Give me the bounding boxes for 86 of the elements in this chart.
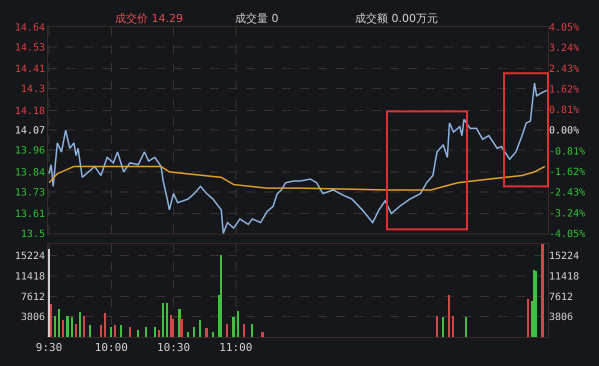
bar	[89, 325, 91, 337]
bar	[261, 332, 264, 337]
bar	[58, 309, 60, 337]
bar	[110, 327, 112, 337]
line-series	[48, 82, 548, 234]
y-tick-label: 13.84	[14, 167, 45, 178]
y-tick-label: 15224	[14, 251, 45, 262]
y-tick-label: 14.07	[14, 126, 45, 137]
y-tick-label: 14.64	[14, 22, 45, 34]
bar	[100, 325, 102, 337]
bar	[187, 332, 189, 337]
bar	[114, 325, 116, 337]
bar	[448, 295, 450, 337]
bar	[527, 299, 529, 337]
y-tick-label: 14.41	[14, 64, 45, 76]
y2-tick-label: -1.62%	[549, 167, 586, 178]
bar	[83, 316, 85, 337]
bar	[226, 324, 228, 337]
bar	[533, 270, 535, 337]
bar	[535, 271, 537, 337]
bar	[452, 316, 454, 337]
text: 成交价 14.29	[115, 12, 183, 25]
bar	[120, 325, 122, 337]
x-tick-label: 10:30	[156, 341, 190, 354]
bar	[541, 244, 544, 337]
y-tick-label: 14.18	[14, 106, 45, 117]
bar	[71, 317, 73, 337]
bar	[199, 320, 201, 337]
y2-tick-label: 0.00%	[549, 126, 580, 137]
bar	[170, 315, 172, 337]
bar	[220, 255, 222, 337]
y-tick-label: 7612	[20, 292, 45, 303]
y2-tick-label: -3.24%	[549, 208, 586, 220]
y-tick-label: 13.61	[14, 209, 45, 220]
text: 成交额 0.00万元	[355, 12, 438, 25]
x-tick-label: 9:30	[36, 341, 62, 354]
bar	[172, 319, 174, 337]
bar	[243, 324, 245, 337]
bar	[232, 317, 235, 337]
y-tick-label: 13.5	[20, 228, 45, 240]
text: 成交量 0	[235, 12, 278, 25]
bar	[465, 317, 467, 337]
bar	[137, 330, 139, 337]
y2-tick-label: 1.62%	[549, 84, 580, 96]
y-tick-label: 3806	[20, 312, 45, 324]
y2-tick-label: 15224	[549, 251, 580, 262]
bar	[237, 311, 239, 337]
bar	[50, 304, 52, 337]
bar	[436, 316, 438, 337]
bar	[205, 328, 208, 337]
bar	[158, 330, 160, 337]
y2-tick-label: -2.43%	[549, 188, 586, 199]
y2-tick-label: -4.05%	[549, 228, 586, 240]
y-tick-label: 11418	[14, 271, 45, 282]
y2-tick-label: 0.81%	[549, 105, 580, 116]
bar	[180, 319, 183, 337]
bar	[251, 324, 253, 337]
bar	[48, 249, 50, 337]
bar	[54, 316, 56, 337]
y2-tick-label: 4.05%	[549, 22, 580, 34]
x-tick-label: 10:00	[94, 341, 128, 354]
x-tick-label: 11:00	[219, 341, 252, 354]
bar	[166, 303, 168, 337]
bar	[75, 324, 77, 337]
bar	[79, 312, 81, 337]
bar	[154, 327, 156, 337]
bar	[193, 327, 195, 337]
bar	[104, 313, 106, 337]
y-tick-label: 13.73	[14, 187, 45, 198]
y2-tick-label: 2.43%	[549, 64, 580, 75]
bar	[129, 327, 131, 337]
y-tick-label: 14.3	[20, 84, 45, 96]
y-tick-label: 14.53	[14, 42, 45, 54]
bar	[66, 316, 69, 337]
line-series	[48, 166, 546, 191]
bar	[212, 332, 214, 337]
y2-tick-label: 3.24%	[549, 43, 580, 54]
y2-tick-label: 11418	[549, 271, 580, 282]
bar	[162, 303, 164, 337]
bar	[62, 320, 64, 337]
y2-tick-label: 7612	[549, 292, 574, 303]
bar	[442, 317, 444, 337]
y2-tick-label: 3806	[549, 312, 574, 324]
y2-tick-label: -0.81%	[549, 146, 586, 158]
bar	[145, 327, 147, 337]
y-tick-label: 13.96	[14, 146, 45, 157]
